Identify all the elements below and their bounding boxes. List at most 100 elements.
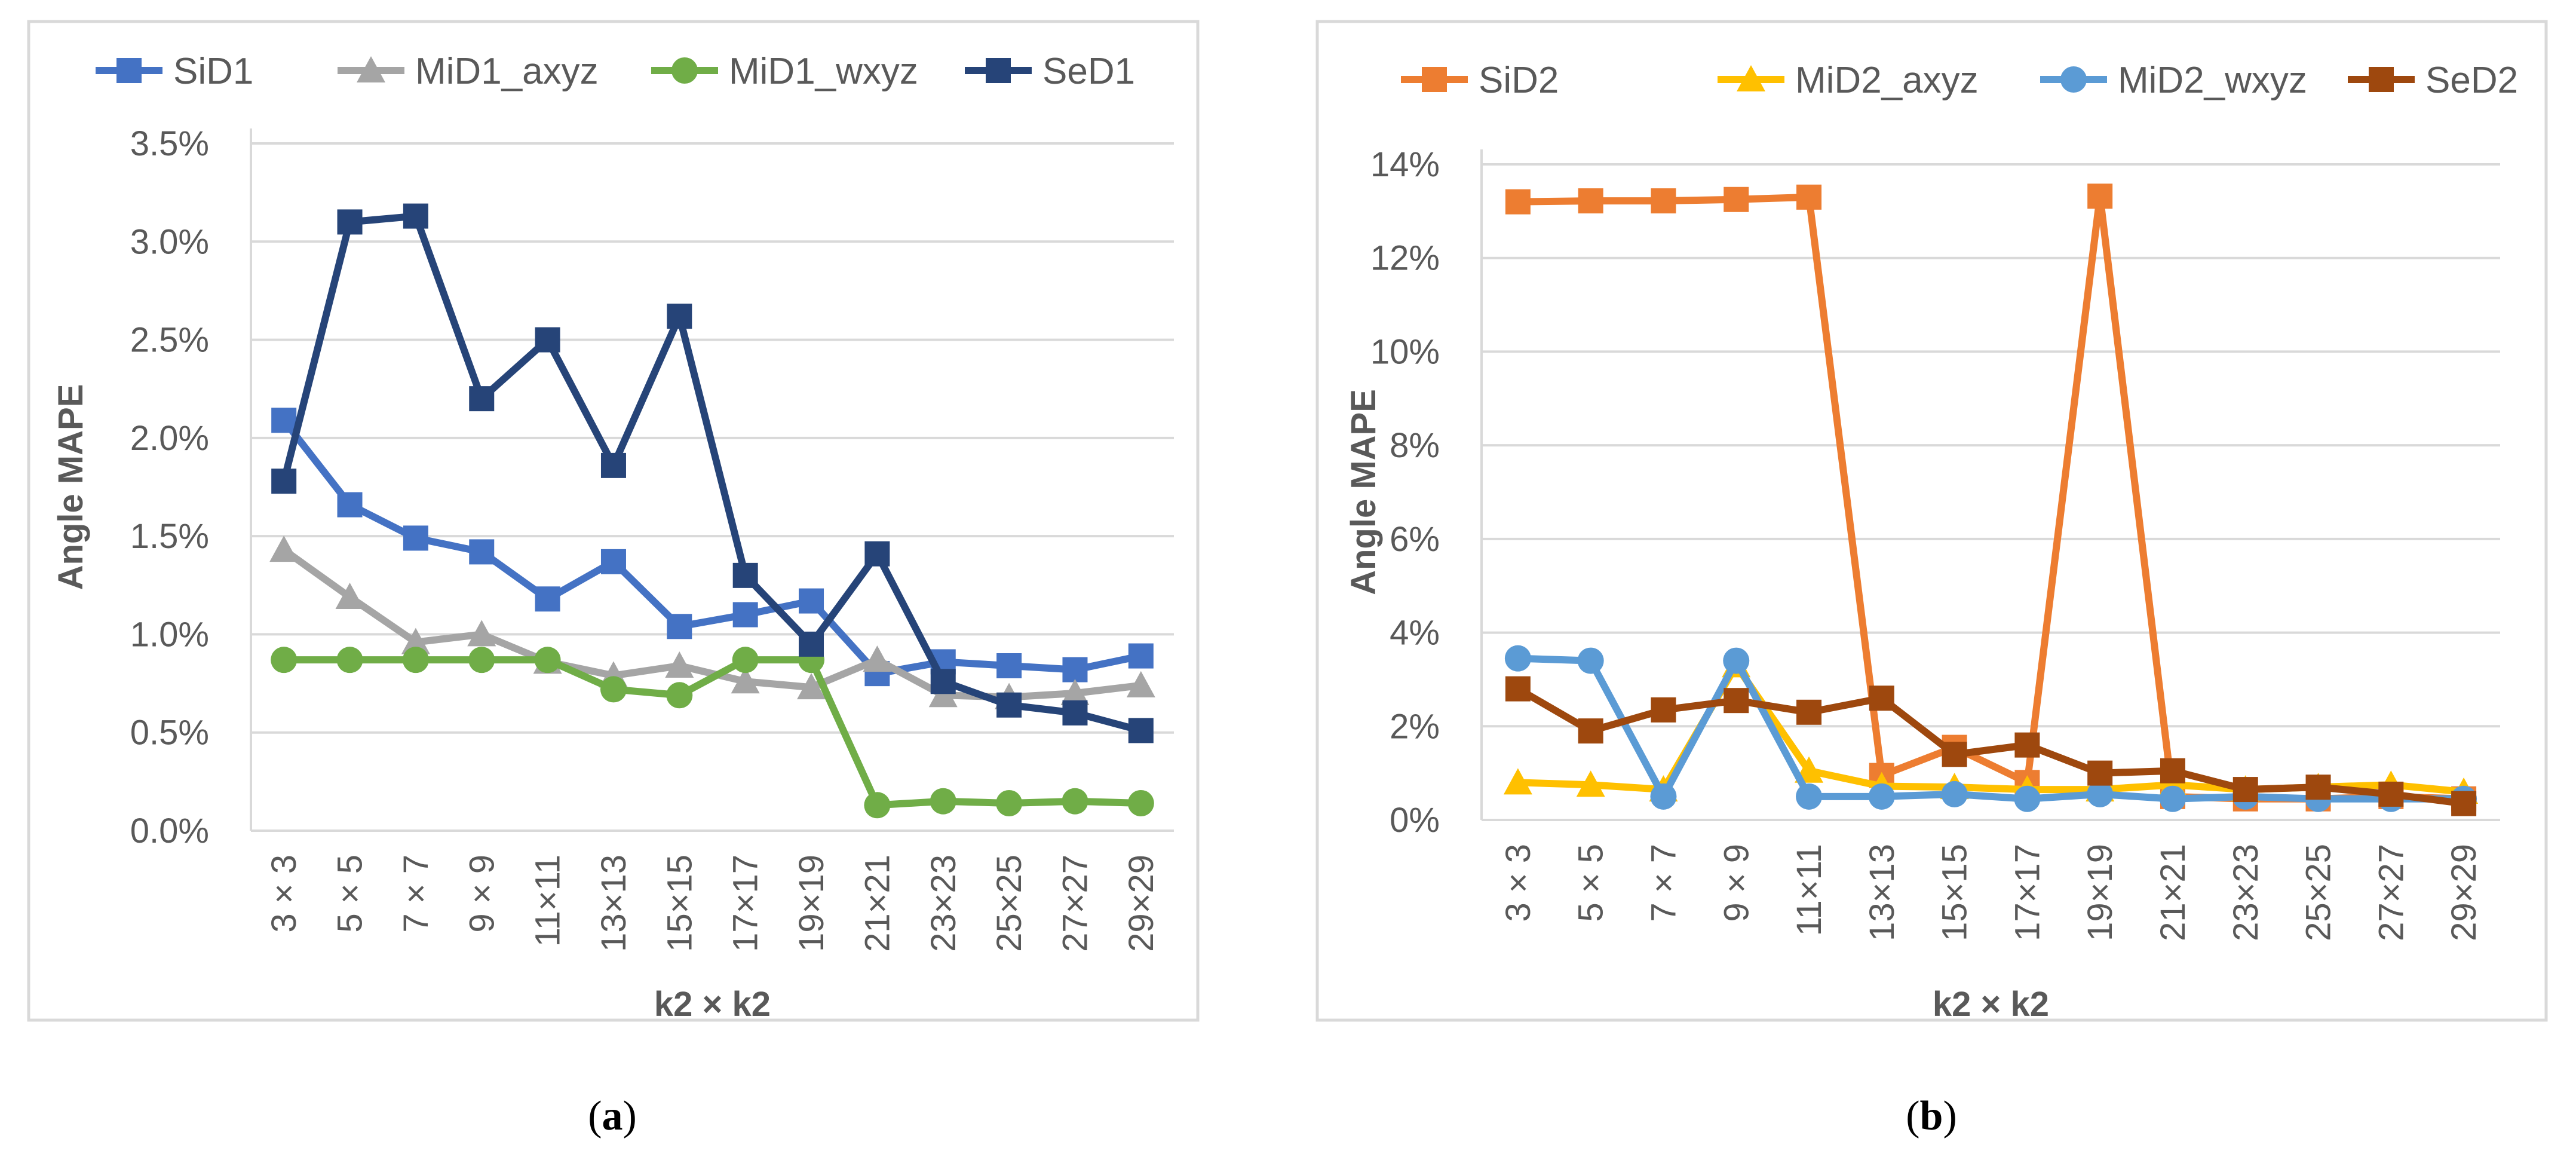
- data-point-sed1: [864, 541, 890, 567]
- data-point-sed2: [2232, 777, 2258, 803]
- panel-label-letter: a: [602, 1093, 623, 1139]
- data-point-sid2: [1505, 189, 1531, 215]
- y-tick-label: 1.5%: [130, 517, 209, 556]
- legend-swatch-marker: [2060, 66, 2087, 93]
- panel-label-open: (: [588, 1093, 602, 1139]
- y-tick-label: 2.0%: [130, 419, 209, 458]
- legend-label: MiD2_axyz: [1795, 60, 1979, 101]
- x-tick-label: 21×21: [2154, 844, 2192, 941]
- x-tick-label: 13×13: [594, 855, 633, 952]
- legend-entry-sed1: SeD1: [965, 51, 1135, 92]
- y-tick-label: 8%: [1390, 426, 1440, 465]
- y-tick-label: 0.0%: [130, 812, 209, 850]
- data-point-mid1-axyz: [467, 620, 496, 647]
- data-point-mid2-wxyz: [2087, 780, 2114, 807]
- y-tick-label: 4%: [1390, 614, 1440, 653]
- x-tick-label: 7 × 7: [1644, 844, 1683, 922]
- data-point-mid1-wxyz: [732, 647, 759, 674]
- data-point-sed1: [337, 209, 363, 235]
- x-tick-label: 29×29: [2445, 844, 2483, 941]
- data-point-mid2-wxyz: [1868, 783, 1895, 810]
- data-point-sed1: [1062, 700, 1088, 726]
- data-point-sid1: [337, 492, 363, 518]
- data-point-sed2: [2305, 775, 2331, 800]
- data-point-mid1-wxyz: [930, 788, 956, 815]
- data-point-mid2-wxyz: [1650, 783, 1677, 810]
- y-tick-label: 0%: [1390, 801, 1440, 840]
- data-point-mid2-wxyz: [1941, 780, 1968, 807]
- panel-label-close: ): [623, 1093, 637, 1139]
- x-tick-label: 29×29: [1122, 855, 1161, 952]
- y-tick-label: 2%: [1390, 707, 1440, 746]
- series-mid1-wxyz: [271, 647, 1154, 819]
- x-tick-label: 23×23: [2227, 844, 2265, 941]
- x-axis-title: k2 × k2: [1933, 985, 2049, 1024]
- panel-label: (b): [1906, 1093, 1957, 1139]
- x-tick-label: 5 × 5: [331, 855, 370, 933]
- data-point-mid1-wxyz: [336, 647, 363, 674]
- x-tick-label: 13×13: [1863, 844, 1902, 941]
- y-tick-label: 0.5%: [130, 714, 209, 752]
- data-point-mid2-wxyz: [2014, 785, 2041, 812]
- x-tick-label: 9 × 9: [462, 855, 501, 933]
- data-point-mid1-axyz: [401, 628, 430, 654]
- data-point-sid2: [2087, 183, 2113, 209]
- data-point-mid1-wxyz: [1127, 790, 1154, 816]
- x-tick-label: 15×15: [1936, 844, 1974, 941]
- data-point-sed2: [1869, 685, 1894, 711]
- data-point-mid2-wxyz: [1723, 647, 1750, 674]
- x-tick-label: 9 × 9: [1717, 844, 1756, 922]
- x-tick-label: 3 × 3: [1499, 844, 1538, 922]
- data-point-sed2: [1651, 697, 1676, 723]
- data-point-mid2-wxyz: [2159, 785, 2186, 812]
- legend-swatch-marker: [986, 58, 1011, 83]
- data-point-sed1: [403, 203, 428, 229]
- data-point-sed1: [930, 669, 956, 694]
- data-point-sed2: [2451, 791, 2477, 816]
- data-point-mid1-axyz: [797, 673, 826, 700]
- panel-label-close: ): [1943, 1093, 1956, 1139]
- data-point-sed2: [1724, 688, 1749, 714]
- data-point-mid1-wxyz: [996, 790, 1023, 816]
- data-point-mid1-wxyz: [600, 676, 627, 703]
- x-axis-title: k2 × k2: [654, 985, 771, 1024]
- y-tick-label: 12%: [1370, 239, 1440, 278]
- legend-entry-mid1-axyz: MiD1_axyz: [338, 51, 599, 92]
- data-point-mid1-wxyz: [534, 647, 561, 674]
- data-point-sed1: [732, 562, 758, 588]
- data-point-mid1-axyz: [665, 651, 694, 678]
- legend-label: SeD2: [2425, 60, 2518, 101]
- data-point-sid1: [1128, 643, 1154, 669]
- chart-panel-b: 0% 2% 4% 6% 8% 10% 12% 14% 3 × 3 5 × 5 7 × 7 9 × 9 1…: [1315, 20, 2548, 1139]
- legend-label: SiD2: [1479, 60, 1559, 101]
- data-point-mid1-wxyz: [271, 647, 298, 674]
- x-tick-label: 19×19: [2081, 844, 2120, 941]
- data-point-sid1: [600, 549, 626, 574]
- legend-label: SiD1: [173, 51, 253, 92]
- data-point-sid2: [1796, 184, 1822, 210]
- x-tick-label: 3 × 3: [265, 855, 303, 933]
- chart-panel-a: 0.0% 0.5% 1.0% 1.5% 2.0% 2.5% 3.0% 3.5% 3 × 3 5 ×…: [27, 20, 1200, 1139]
- data-point-sid1: [667, 614, 692, 639]
- data-point-sed1: [799, 631, 824, 657]
- x-tick-label: 25×25: [990, 855, 1029, 952]
- data-point-sid1: [732, 602, 758, 628]
- y-tick-label: 1.0%: [130, 615, 209, 654]
- data-point-sed1: [469, 386, 495, 412]
- data-point-sid1: [799, 588, 824, 614]
- x-tick-label: 27×27: [2372, 844, 2411, 941]
- chart-frame: [1315, 20, 2548, 1022]
- data-point-sid1: [469, 539, 495, 565]
- legend-entry-sid1: SiD1: [96, 51, 253, 92]
- data-point-sed2: [1942, 742, 1967, 767]
- panel-label-letter: b: [1920, 1093, 1943, 1139]
- x-tick-label: 19×19: [792, 855, 831, 952]
- data-point-mid1-wxyz: [666, 682, 693, 709]
- data-point-sed1: [1128, 718, 1154, 743]
- series-sed2: [1505, 676, 2477, 816]
- data-point-mid1-wxyz: [402, 647, 429, 674]
- data-point-sid1: [535, 586, 560, 612]
- data-point-mid1-axyz: [731, 667, 760, 694]
- data-point-sed1: [600, 452, 626, 478]
